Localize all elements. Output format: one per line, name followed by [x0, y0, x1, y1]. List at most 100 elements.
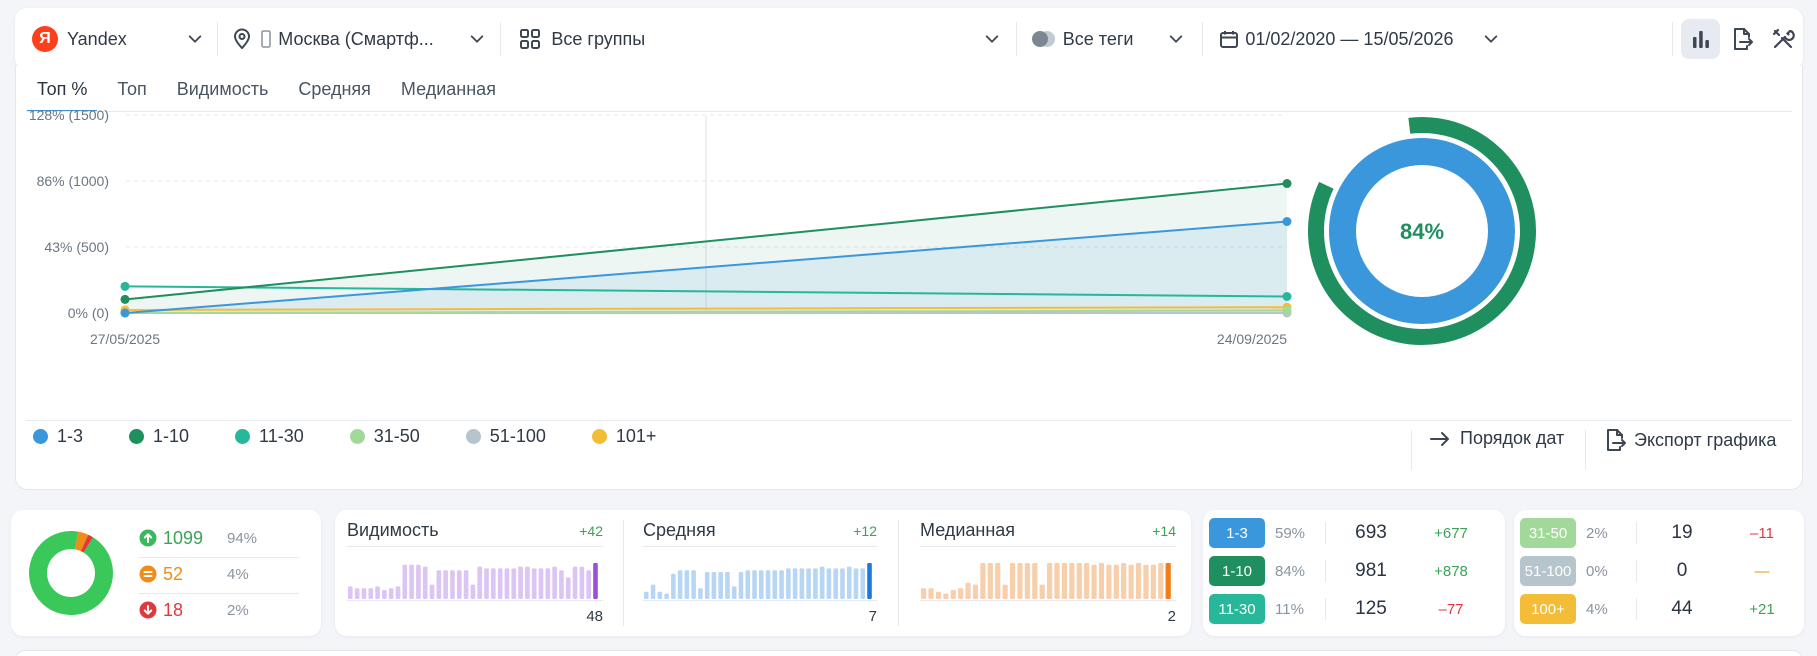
legend-item-1-10[interactable]: 1-10: [129, 426, 189, 447]
arrow-down-circle-icon: [139, 601, 157, 619]
metric-title: Средняя: [643, 520, 716, 540]
date-range-select[interactable]: 01/02/2020 — 15/05/2026: [1219, 21, 1514, 57]
metric-bar: [691, 570, 696, 599]
legend-item-1-3[interactable]: 1-3: [33, 426, 83, 447]
legend-label: 11-30: [259, 426, 304, 446]
median-metric[interactable]: Медианная +14 2: [920, 510, 1176, 636]
tags-select[interactable]: Все теги: [1031, 21, 1189, 57]
arrow-up-circle-icon: [139, 529, 157, 547]
position-delta: –77: [1438, 600, 1464, 618]
position-count: 125: [1355, 598, 1387, 619]
position-row-51-100[interactable]: 51-100 0% 0 —: [1514, 553, 1804, 589]
metric-bar: [853, 568, 859, 599]
average-metric[interactable]: Средняя +12 7: [643, 510, 877, 636]
chart-panel: Топ % Топ Видимость Средняя Медианная 12…: [15, 66, 1803, 490]
metric-bar: [586, 570, 591, 599]
groups-select[interactable]: Все группы: [519, 21, 1015, 57]
metric-bar: [995, 563, 1001, 599]
tools-button[interactable]: [1764, 19, 1803, 59]
metric-bar: [1009, 563, 1016, 599]
metric-bar: [1158, 563, 1164, 599]
legend-dot: [349, 429, 365, 444]
metric-divider-line: [643, 546, 877, 547]
donut-outer-arc: [1308, 117, 1536, 345]
metric-bar: [813, 568, 818, 599]
donut-hole: [1356, 165, 1488, 297]
metric-bar: [644, 591, 649, 599]
file-export-icon: [1733, 28, 1753, 50]
tools-icon: [1773, 28, 1796, 49]
metric-bar: [450, 570, 455, 599]
chart-view-button[interactable]: [1680, 19, 1721, 59]
tab-top[interactable]: Топ: [117, 79, 147, 99]
metric-bar: [518, 566, 523, 599]
metric-bar: [525, 566, 530, 599]
metric-bar: [368, 588, 374, 599]
stat-divider: [139, 593, 299, 594]
metric-bar: [572, 566, 578, 599]
legend-item-11-30[interactable]: 11-30: [235, 426, 304, 447]
metric-value: 7: [868, 608, 877, 625]
metric-bar: [819, 566, 825, 599]
export-chart-button[interactable]: Экспорт графика: [1604, 428, 1776, 452]
top-toolbar: Я Yandex Москва (Смартф... Все группы: [15, 8, 1803, 70]
smartphone-icon: [260, 30, 272, 48]
stat-same-value: 52: [163, 563, 184, 584]
date-order-button[interactable]: Порядок дат: [1428, 428, 1564, 449]
position-row-1-3[interactable]: 1-3 59% 693 +677: [1203, 515, 1505, 551]
position-badge: 51-100: [1520, 556, 1576, 586]
export-button[interactable]: [1722, 19, 1761, 59]
position-pct: 11%: [1275, 600, 1304, 618]
legend-label: 1-3: [57, 426, 84, 446]
legend-dot: [235, 429, 251, 444]
stat-down: 18 2%: [139, 595, 249, 625]
x-tick-label: 24/09/2025: [1217, 331, 1287, 347]
summary-donut-slice: [74, 531, 89, 552]
bar-chart-icon: [1692, 31, 1709, 48]
region-select[interactable]: Москва (Смартф...: [232, 21, 488, 57]
date-range-label: 01/02/2020 — 15/05/2026: [1245, 28, 1454, 49]
engine-select[interactable]: Я Yandex: [32, 21, 209, 57]
series-line-1-10: [124, 182, 1288, 301]
metric-bar: [1165, 563, 1171, 599]
y-tick-label: 86% (1000): [37, 173, 109, 189]
summary-donut-slice: [80, 534, 93, 553]
positions-line-chart: 128% (1500) 86% (1000) 43% (500) 0% (0) 27/0…: [29, 107, 1536, 347]
series-area: [125, 183, 1287, 313]
action-divider: [1585, 430, 1586, 470]
tab-median[interactable]: Медианная: [400, 79, 496, 99]
position-row-11-30[interactable]: 11-30 11% 125 –77: [1203, 591, 1505, 627]
metric-bar: [1076, 563, 1082, 599]
tab-average[interactable]: Средняя: [298, 79, 371, 99]
metric-bar: [1047, 563, 1053, 599]
position-divider: [1325, 598, 1326, 620]
position-row-100+[interactable]: 100+ 4% 44 +21: [1514, 591, 1804, 627]
legend-item-101+[interactable]: 101+: [591, 426, 657, 447]
position-delta: –11: [1750, 524, 1774, 542]
metric-divider-line: [920, 546, 1176, 547]
metric-bar: [1143, 564, 1149, 599]
position-row-31-50[interactable]: 31-50 2% 19 –11: [1514, 515, 1804, 551]
metric-bar: [987, 563, 993, 599]
metric-bar: [1121, 563, 1127, 599]
metric-bar: [1069, 563, 1075, 599]
positions-card-right: 31-50 2% 19 –11 51-100 0% 0 — 100+ 4% 44 +21: [1514, 510, 1804, 636]
position-delta: +21: [1749, 600, 1775, 618]
data-point: [120, 281, 130, 291]
legend-item-51-100[interactable]: 51-100: [465, 426, 546, 447]
stat-up-value: 1099: [163, 527, 204, 548]
tab-visibility[interactable]: Видимость: [176, 79, 269, 99]
y-tick-label: 128% (1500): [29, 107, 109, 123]
position-row-1-10[interactable]: 1-10 84% 981 +878: [1203, 553, 1505, 589]
legend-label: 101+: [615, 426, 657, 446]
visibility-metric[interactable]: Видимость +42 48: [347, 510, 603, 636]
metric-title: Видимость: [347, 520, 439, 540]
position-divider: [1636, 598, 1637, 620]
legend-item-31-50[interactable]: 31-50: [349, 426, 420, 447]
toolbar-divider: [1015, 22, 1017, 56]
metric-bar: [958, 588, 964, 599]
position-badge: 11-30: [1209, 594, 1265, 624]
chevron-down-icon: [1167, 30, 1185, 48]
position-divider: [1325, 522, 1326, 544]
metric-sparkbars: [348, 563, 598, 599]
